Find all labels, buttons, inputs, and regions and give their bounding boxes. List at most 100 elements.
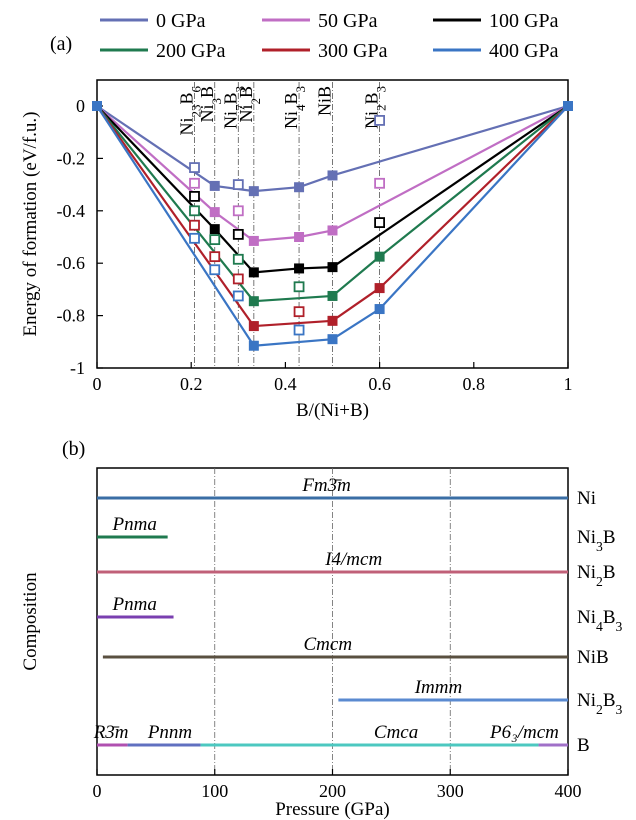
stable-point (374, 251, 385, 262)
stable-point (209, 180, 220, 191)
stable-point (374, 283, 385, 294)
x-tick-label: 0 (93, 781, 102, 801)
legend: 0 GPa 50 GPa 100 GPa 200 GPa 300 GPa 400 GPa (100, 10, 559, 62)
phase-label: Cmca (374, 722, 418, 743)
compound-label: Ni23B6 (176, 85, 203, 135)
stable-point (248, 235, 259, 246)
metastable-point (374, 217, 386, 228)
stable-point (294, 232, 305, 242)
x-tick-label: 0 (93, 374, 102, 394)
phase-label: R3̄m (93, 722, 129, 743)
metastable-point (189, 162, 200, 173)
panel-b-label: (b) (62, 438, 85, 460)
metastable-point (293, 324, 305, 336)
x-tick-label: 200 (319, 781, 346, 801)
metastable-point (189, 190, 200, 202)
x-tick-label: 0.2 (180, 374, 203, 394)
metastable-point (232, 253, 244, 265)
phase-label: Fm3̄m (301, 475, 351, 496)
legend-entry: 100 GPa (489, 10, 559, 32)
y-tick-label: -0.4 (57, 201, 86, 221)
x-tick-label: 1 (564, 374, 573, 394)
y-axis-label: Composition (20, 572, 41, 671)
metastable-point (189, 219, 200, 231)
metastable-point (189, 232, 200, 244)
metastable-point (209, 251, 221, 263)
stable-point (563, 101, 573, 111)
metastable-point (232, 228, 244, 240)
legend-entry: 50 GPa (318, 10, 378, 32)
stable-point (327, 334, 338, 345)
y-tick-label: -0.8 (57, 306, 86, 326)
compound-label: Ni2B (236, 86, 263, 123)
metastable-point (232, 290, 244, 302)
phase-label: Pnma (112, 514, 157, 535)
stable-point (209, 224, 220, 235)
x-axis-label: Pressure (GPa) (275, 799, 390, 820)
legend-entry: 200 GPa (156, 40, 226, 62)
stable-point (327, 262, 338, 273)
stable-point (327, 315, 338, 326)
stable-point (327, 225, 338, 236)
compound-label: NiB (315, 86, 335, 116)
stable-point (327, 170, 338, 181)
stable-point (248, 267, 259, 278)
metastable-point (189, 177, 200, 189)
legend-entry: 0 GPa (156, 10, 206, 32)
series-400-gpa (92, 101, 573, 351)
y-tick-label: -1 (70, 358, 85, 378)
panel-a-label: (a) (50, 33, 72, 55)
metastable-point (374, 115, 386, 126)
x-axis-label: B/(Ni+B) (296, 400, 369, 421)
phase-label: Pnnm (147, 722, 192, 743)
y-axis-label: Energy of formation (eV/f.u.) (20, 112, 41, 337)
composition-label: Ni2B (577, 562, 616, 589)
composition-label: B (577, 735, 590, 756)
x-tick-label: 0.8 (463, 374, 486, 394)
metastable-point (374, 177, 386, 189)
legend-entry: 300 GPa (318, 40, 388, 62)
stable-point (92, 101, 102, 111)
metastable-point (209, 264, 221, 276)
phase-label: I4/mcm (324, 549, 382, 570)
stable-point (248, 296, 259, 307)
x-tick-label: 0.6 (368, 374, 391, 394)
metastable-point (293, 281, 305, 293)
compound-label: Ni7B3 (220, 86, 247, 129)
metastable-point (232, 179, 244, 191)
metastable-point (293, 306, 305, 318)
x-tick-label: 100 (201, 781, 228, 801)
stable-point (248, 321, 259, 332)
stable-point (374, 304, 385, 315)
compound-label: Ni4B3 (281, 86, 308, 129)
stable-point (294, 182, 305, 193)
x-tick-label: 400 (555, 781, 582, 801)
composition-label: Ni3B (577, 527, 616, 554)
composition-label: NiB (577, 647, 609, 668)
panel-b-chart: (b) 0 100 200 300 400 Pressure (GPa) Compositi… (20, 438, 623, 820)
phase-label: Cmcm (304, 634, 353, 655)
composition-label: Ni2B3 (577, 690, 623, 717)
stable-point (294, 263, 305, 274)
y-tick-label: 0 (76, 96, 85, 116)
metastable-point (189, 205, 200, 217)
composition-label: Ni4B3 (577, 607, 623, 634)
phase-label: P6₃/mcm (489, 722, 559, 743)
phase-label: Immm (414, 677, 463, 698)
stable-point (327, 290, 338, 301)
metastable-point (232, 273, 244, 285)
composition-label: Ni (577, 488, 596, 509)
metastable-point (232, 205, 244, 217)
panel-a-frame (96, 79, 569, 369)
phase-label: Pnma (112, 594, 157, 615)
y-tick-label: -0.6 (57, 253, 86, 273)
stable-point (248, 186, 259, 197)
compound-label: Ni3B (197, 86, 224, 123)
stable-point (209, 207, 220, 218)
legend-entry: 400 GPa (489, 40, 559, 62)
y-tick-label: -0.2 (57, 148, 86, 168)
x-tick-label: 300 (437, 781, 464, 801)
x-tick-label: 0.4 (274, 374, 297, 394)
